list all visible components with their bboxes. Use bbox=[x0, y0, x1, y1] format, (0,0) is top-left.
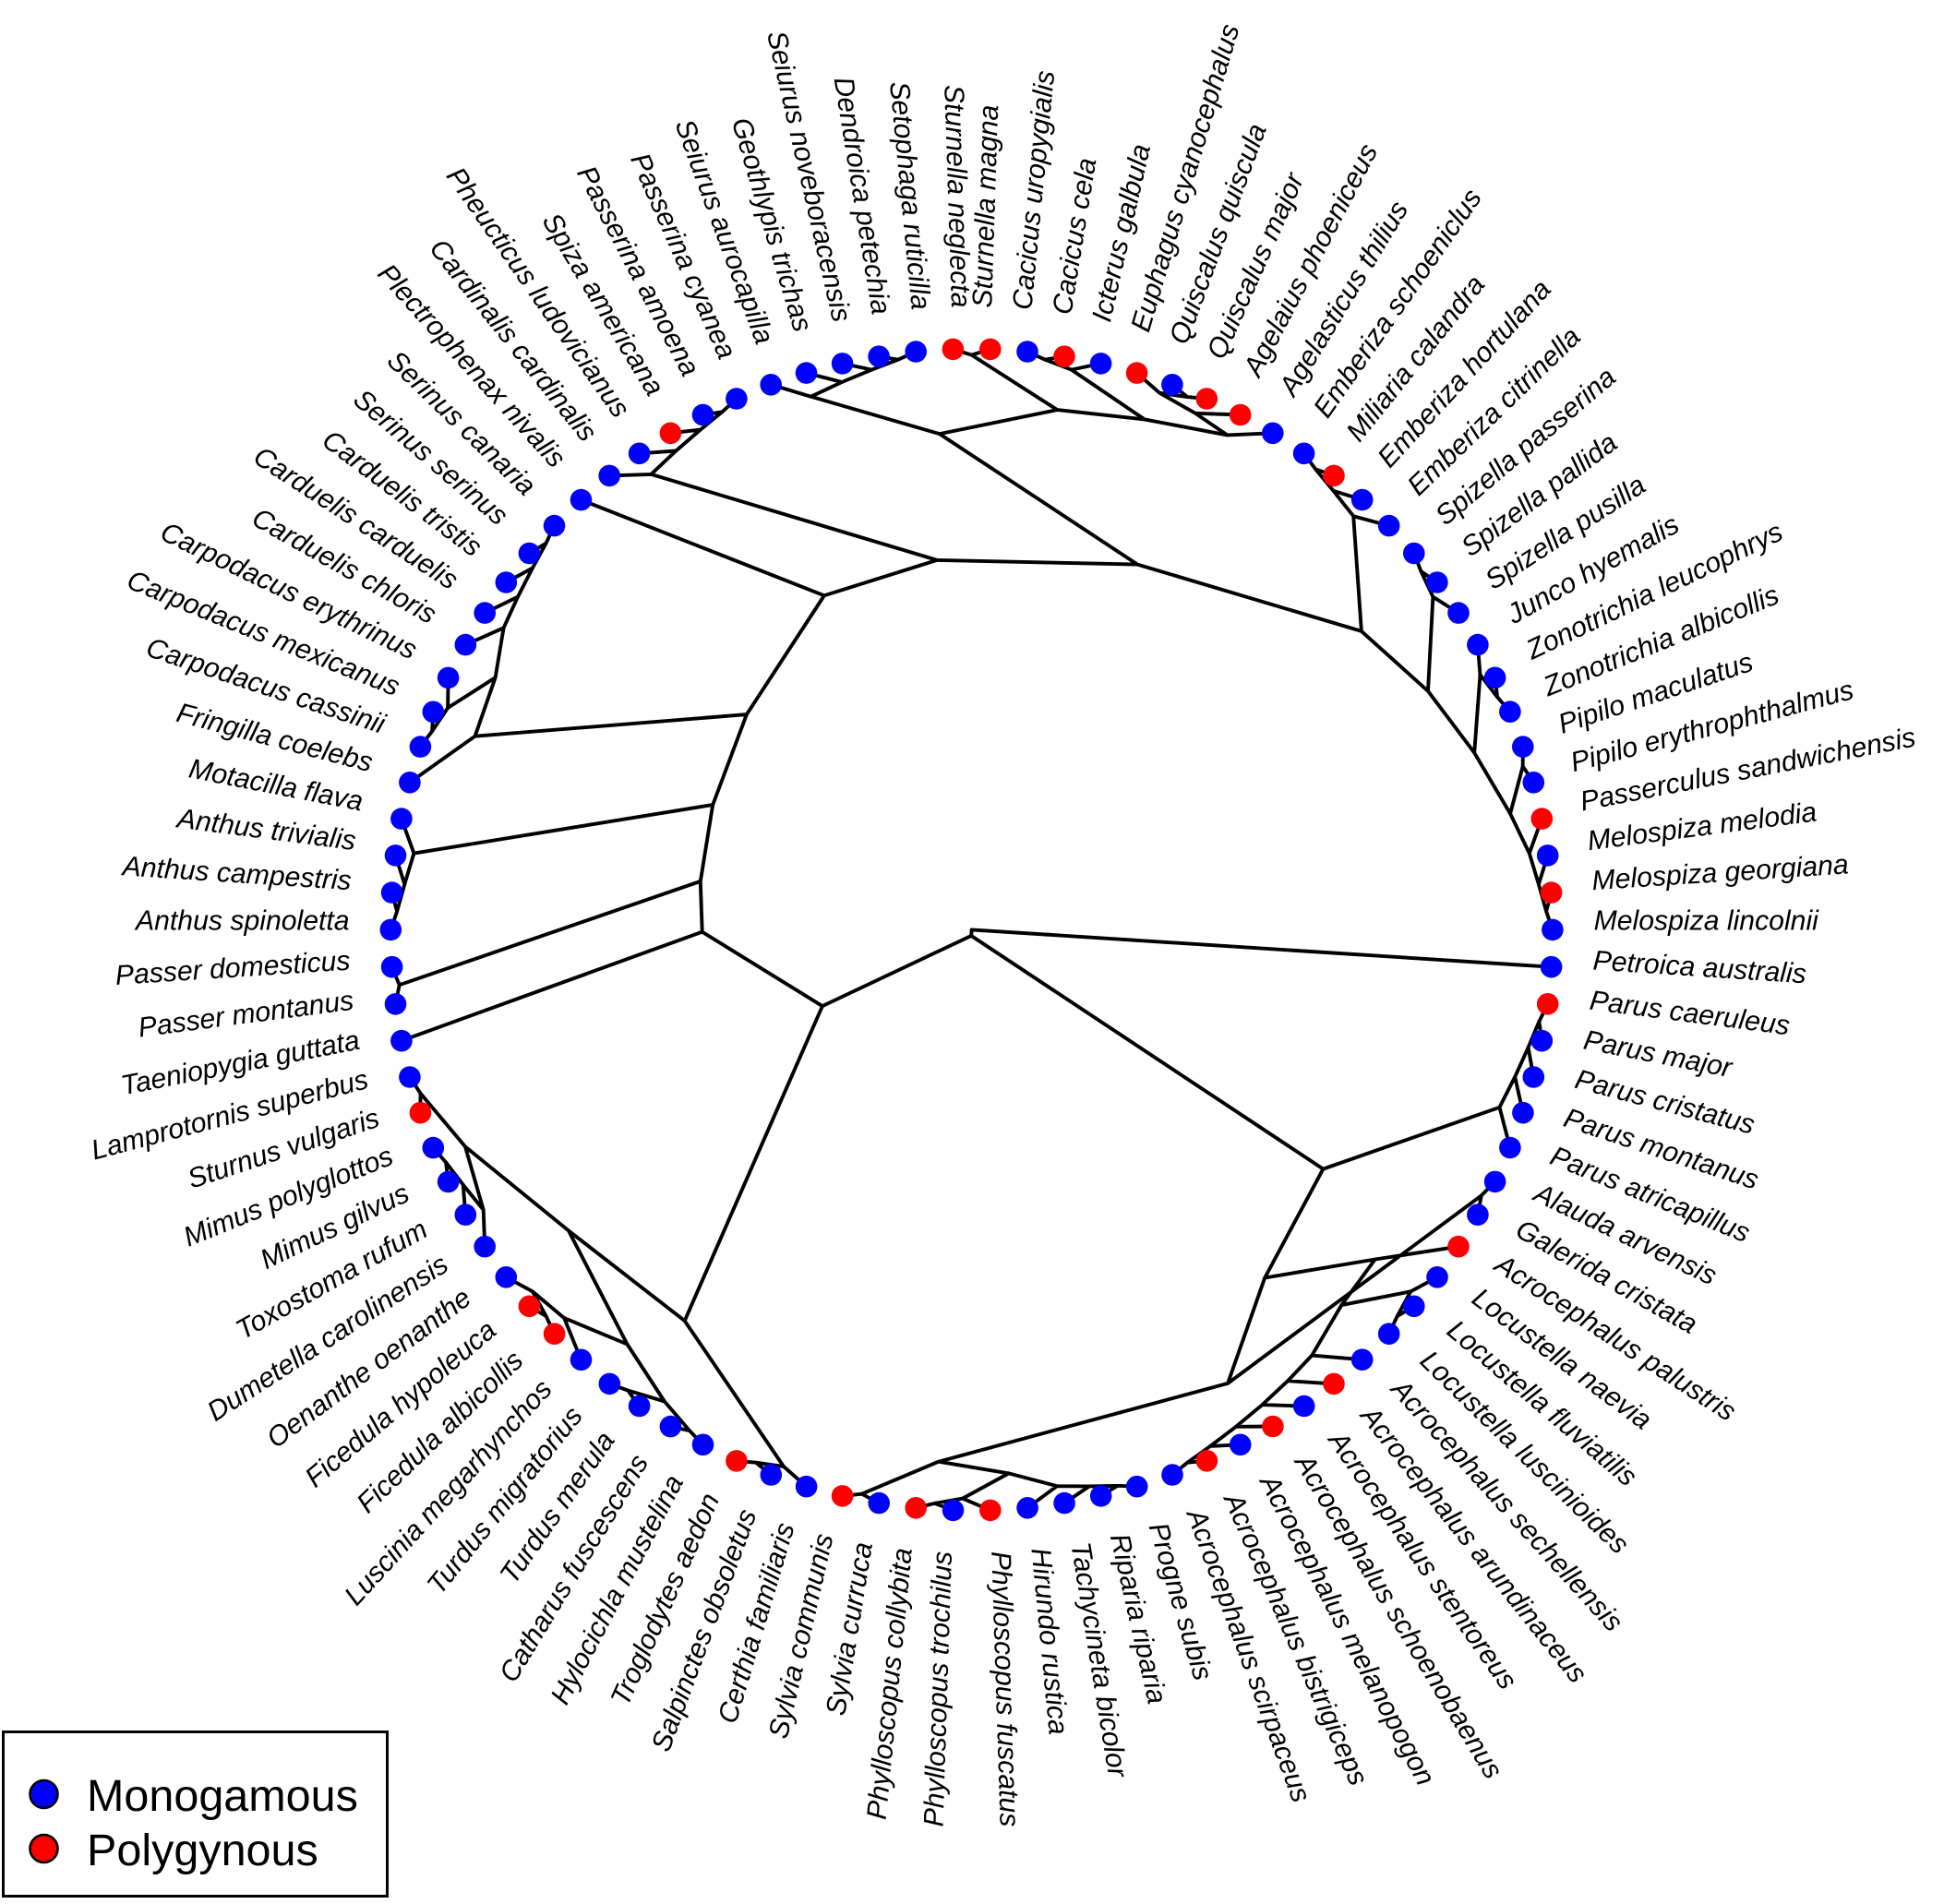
svg-text:Sturnella neglecta: Sturnella neglecta bbox=[938, 84, 976, 308]
svg-text:Melospiza lincolnii: Melospiza lincolnii bbox=[1594, 905, 1820, 936]
svg-text:Monogamous: Monogamous bbox=[87, 1771, 358, 1821]
svg-text:Polygynous: Polygynous bbox=[87, 1826, 318, 1875]
svg-text:Sturnella magna: Sturnella magna bbox=[967, 104, 1004, 308]
svg-text:Anthus spinoletta: Anthus spinoletta bbox=[134, 905, 350, 936]
